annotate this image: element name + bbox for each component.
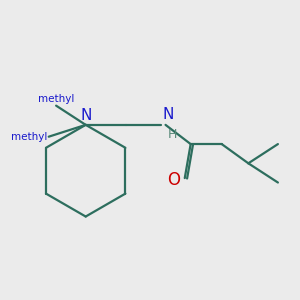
Text: N: N	[163, 107, 174, 122]
Text: N: N	[80, 108, 92, 123]
Text: methyl: methyl	[38, 94, 74, 104]
Text: O: O	[167, 171, 180, 189]
Text: H: H	[168, 128, 177, 141]
Text: methyl: methyl	[11, 132, 47, 142]
